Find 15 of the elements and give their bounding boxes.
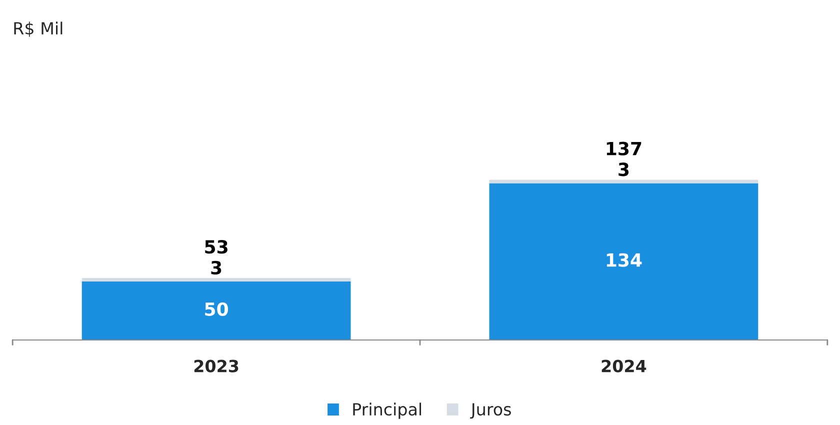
data-label: 50 bbox=[205, 302, 228, 316]
x-tick-label: 2023 bbox=[194, 360, 238, 372]
legend-label: Juros bbox=[470, 403, 511, 419]
bar bbox=[489, 183, 758, 340]
bar bbox=[489, 180, 758, 184]
data-label: 3 bbox=[618, 162, 629, 176]
data-label: 3 bbox=[211, 260, 222, 274]
legend-label: Principal bbox=[353, 402, 422, 419]
chart-title: R$ Mil bbox=[14, 22, 62, 37]
x-tick-label: 2024 bbox=[602, 360, 646, 372]
total-label: 137 bbox=[606, 142, 642, 156]
total-label: 53 bbox=[205, 240, 228, 254]
bar bbox=[82, 278, 351, 282]
bar bbox=[82, 282, 351, 340]
data-label: 134 bbox=[606, 253, 642, 267]
